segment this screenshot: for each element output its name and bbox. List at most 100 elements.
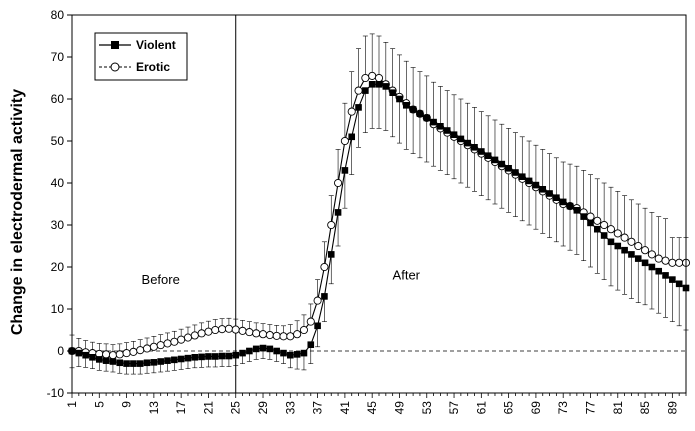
point-erotic [627,237,636,246]
point-violent [211,353,219,360]
point-violent [321,293,328,300]
point-erotic [354,86,363,95]
point-erotic [122,349,131,358]
point-erotic [347,107,356,116]
point-erotic [177,335,186,344]
y-tick-label: 70 [51,50,65,64]
point-erotic [108,351,117,360]
point-violent [430,118,437,126]
point-erotic [211,325,220,335]
point-erotic [115,350,124,359]
point-violent [478,148,485,155]
y-tick-label: -10 [47,386,65,400]
point-erotic [634,241,643,251]
y-tick-label: 60 [51,92,65,106]
point-erotic [231,325,240,334]
before-annotation: Before [142,272,180,287]
point-erotic [272,331,281,340]
x-tick-label: 73 [556,401,570,415]
x-tick-label: 17 [174,401,188,415]
point-erotic [600,220,609,230]
y-tick-label: 30 [51,218,65,232]
point-erotic [238,326,247,335]
point-violent [539,186,547,193]
point-violent [157,358,164,365]
x-tick-label: 21 [201,401,215,415]
point-violent [246,347,253,355]
legend-violent-label: Violent [136,38,176,52]
point-erotic [286,332,295,341]
point-violent [532,181,540,189]
point-violent [600,232,608,239]
point-erotic [156,341,165,350]
point-erotic [299,325,309,335]
point-violent [102,357,110,364]
point-violent [484,152,492,159]
x-tick-label: 65 [502,401,516,415]
y-tick-label: 50 [51,134,65,148]
x-tick-label: 33 [283,401,297,415]
point-erotic [218,325,227,334]
point-violent [136,360,144,367]
point-erotic [654,254,663,263]
x-tick-label: 37 [311,401,325,415]
error-bars [69,33,689,375]
point-erotic [334,178,343,188]
point-violent [362,87,369,94]
point-erotic [606,225,616,234]
point-violent [614,242,622,250]
point-erotic [224,324,233,333]
point-erotic [136,346,145,355]
point-erotic [204,327,213,336]
point-violent [518,173,526,180]
point-violent [662,272,669,279]
point-erotic [170,337,179,346]
x-tick-label: 89 [665,401,679,415]
point-erotic [245,328,254,337]
point-erotic [306,317,315,326]
series-markers [67,71,691,367]
point-erotic [149,342,158,351]
point-erotic [374,73,384,83]
point-violent [368,81,376,88]
x-tick-label: 5 [92,401,106,408]
point-violent [123,360,130,367]
point-erotic [265,330,274,340]
point-violent [225,352,233,360]
point-violent [491,156,499,164]
point-violent [512,169,519,176]
x-tick-label: 49 [392,401,406,415]
point-violent [314,322,321,330]
point-violent [443,127,451,134]
point-erotic [163,339,172,348]
point-violent [669,276,676,283]
x-tick-label: 77 [583,401,597,415]
point-violent [341,167,349,174]
point-violent [437,123,444,130]
point-violent [580,213,587,220]
point-violent [143,359,151,367]
y-tick-label: 40 [51,176,65,190]
point-violent [675,280,683,288]
y-axis-label: Change in electrodermal activity [9,89,26,335]
x-tick-label: 41 [338,401,352,415]
point-violent [457,135,465,143]
point-violent [594,225,601,233]
point-erotic [368,71,377,80]
point-violent [116,359,124,367]
point-erotic [661,256,670,265]
point-erotic [183,333,193,342]
point-violent [648,263,656,271]
point-violent [450,131,458,138]
point-violent [89,354,96,361]
point-violent [252,345,260,353]
point-violent [389,89,396,96]
point-violent [75,349,83,357]
point-violent [334,209,342,216]
y-tick-label: 10 [51,302,65,316]
x-tick-label: 9 [120,401,134,408]
y-tick-label: 80 [51,8,65,22]
x-tick-label: 25 [229,401,243,415]
legend-violent-marker [111,41,119,49]
